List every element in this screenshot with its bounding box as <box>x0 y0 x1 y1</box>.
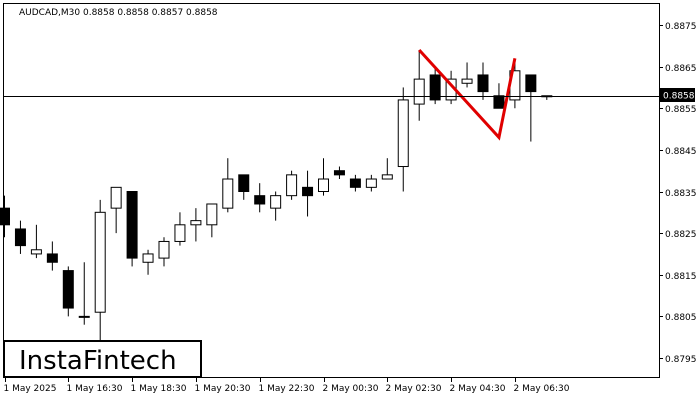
candle-body-bull <box>174 224 186 242</box>
candle <box>206 203 218 238</box>
candle-body-bear <box>46 253 58 263</box>
candle <box>318 158 329 196</box>
current-price-badge: 0.8858 <box>660 88 695 102</box>
candle-body-bull <box>318 178 329 192</box>
candle-body-bear <box>62 270 74 309</box>
candle <box>429 66 441 105</box>
candle-body-bull <box>142 253 154 263</box>
plot-frame <box>3 3 660 378</box>
candle <box>238 174 250 200</box>
y-tick-label: 0.8825 <box>665 230 697 240</box>
y-tick-label: 0.8865 <box>665 64 697 74</box>
candle <box>461 62 473 88</box>
x-tick-label: 1 May 18:30 <box>131 384 187 394</box>
candle-body-bull <box>365 178 377 188</box>
x-tick-label: 1 May 22:30 <box>259 384 315 394</box>
y-tick-label: 0.8875 <box>665 22 697 32</box>
candle-body-bull <box>110 186 122 209</box>
candle <box>333 166 345 180</box>
pattern-overlay-top <box>418 48 517 141</box>
candle <box>254 183 266 213</box>
pattern-line <box>418 48 517 141</box>
x-tick-label: 2 May 04:30 <box>450 384 506 394</box>
current-price-badge-bg <box>660 88 695 102</box>
candle <box>397 87 409 192</box>
candle-body-bear <box>333 170 345 176</box>
y-tick-label: 0.8855 <box>665 105 697 115</box>
candle <box>46 241 58 271</box>
candle <box>413 49 425 121</box>
candle-body-bear <box>14 228 26 247</box>
logo-frame <box>3 340 202 378</box>
y-tick-label: 0.8815 <box>665 272 697 282</box>
candle <box>349 174 361 192</box>
candle-body-bull <box>413 78 425 105</box>
candle-body-bull <box>30 249 42 255</box>
candle-body-bull <box>461 78 473 84</box>
candle <box>270 191 282 221</box>
candle-body-bear <box>349 178 361 188</box>
candle-body-bull <box>190 220 202 226</box>
candle-body-bull <box>286 174 298 197</box>
candle-body-bull <box>78 315 90 318</box>
candle <box>110 186 122 234</box>
candle-body-bear <box>429 74 441 101</box>
candle <box>365 174 377 192</box>
y-tick-label: 0.8805 <box>665 313 697 323</box>
y-tick-label: 0.8795 <box>665 355 697 365</box>
candle <box>142 249 154 275</box>
candle <box>286 170 298 200</box>
candle <box>477 62 489 100</box>
candle-body-bull <box>206 203 218 226</box>
logo-text: InstaFintech <box>19 346 177 376</box>
candles <box>0 49 553 342</box>
candle <box>190 208 202 242</box>
x-tick-label: 2 May 06:30 <box>514 384 570 394</box>
y-tick-label: 0.8835 <box>665 189 697 199</box>
x-tick-label: 2 May 00:30 <box>323 384 379 394</box>
x-tick-label: 1 May 20:30 <box>195 384 251 394</box>
candle <box>0 195 10 238</box>
candle <box>381 158 393 180</box>
candle-body-bull <box>94 211 106 313</box>
candle <box>222 158 234 213</box>
x-tick-label: 1 May 16:30 <box>67 384 123 394</box>
candle <box>302 170 314 217</box>
candle-body-bull <box>222 178 234 209</box>
current-price-label: 0.8858 <box>663 92 695 102</box>
candle-body-bull <box>397 99 409 168</box>
y-axis: 0.8795 0.8805 0.8815 0.8825 0.8835 0.8845 0.88… <box>659 22 697 365</box>
logo-box: InstaFintech <box>3 340 202 378</box>
y-tick-label: 0.8845 <box>665 147 697 157</box>
candle-body-bear <box>126 191 138 259</box>
x-axis: 1 May 2025 1 May 16:30 1 May 18:30 1 May 20… <box>4 377 570 394</box>
candle-body-bull <box>270 195 282 209</box>
candle <box>493 83 505 109</box>
x-tick-label: 2 May 02:30 <box>386 384 442 394</box>
candle-body-bull <box>381 174 393 180</box>
candle <box>14 220 26 254</box>
x-tick-label: 1 May 2025 <box>4 384 57 394</box>
candle-body-bear <box>525 74 537 93</box>
candle <box>174 212 186 246</box>
candle <box>525 74 537 142</box>
candle-body-bear <box>302 186 314 197</box>
candle <box>158 237 170 267</box>
candle-body-bear <box>238 174 250 193</box>
candle <box>78 262 90 325</box>
candle-body-bear <box>493 95 505 109</box>
candle <box>126 191 138 267</box>
candle-body-bear <box>477 74 489 93</box>
candle <box>62 266 74 317</box>
candle <box>94 199 106 342</box>
candle-body-bull <box>158 240 170 259</box>
candle <box>30 224 42 259</box>
candle-body-bear <box>0 207 10 226</box>
chart-header: AUDCAD,M30 0.8858 0.8858 0.8857 0.8858 <box>19 8 218 18</box>
candle-body-bear <box>254 195 266 205</box>
